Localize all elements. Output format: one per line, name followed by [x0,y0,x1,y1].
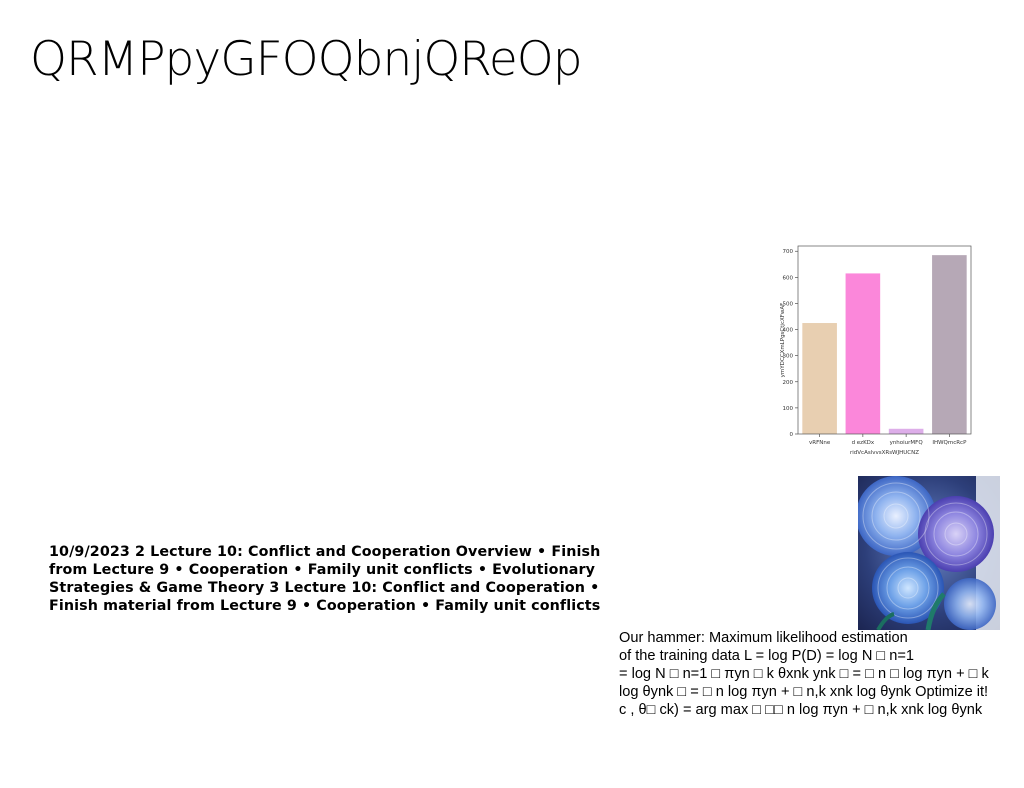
mle-text-block: Our hammer: Maximum likelihood estimatio… [619,629,1023,719]
y-tick-label: 500 [783,301,794,307]
blue-dahlia-flowers-image [858,476,1000,630]
bar [888,428,924,434]
plot-frame [797,245,972,435]
y-tick-label: 300 [783,354,794,360]
x-tick-label: d ezKDx [852,440,875,446]
slide-title: QRMPpyGFOQbnjQReOp [30,32,583,87]
bar-chart: 0 100 200 300 400 500 600 700 vRFNne d ezKDx ynhoi… [780,245,972,456]
y-tick-label: 100 [783,406,794,412]
y-tick-label: 700 [783,249,794,255]
y-tick-label: 400 [783,328,794,334]
y-axis-label: ymYDCCXmLPgsCtjcXFwAF [780,303,786,378]
bar [802,323,837,434]
bar [845,273,881,434]
bar [932,255,967,434]
x-tick-label: IHWQmcRcP [932,440,967,446]
mle-text-line: of the training data L = log P(D) = log … [619,648,915,664]
mle-text-line: Our hammer: Maximum likelihood estimatio… [619,630,908,646]
mle-text-line: c , θ□ ck) = arg max □ □□ n log πyn + □ … [619,702,983,718]
lecture-text-block: 10/9/2023 2 Lecture 10: Conflict and Coo… [49,544,601,614]
x-axis-label: ridVcAslvvsXRsWJHUCNZ [850,450,919,456]
mle-text-line: log θynk □ = □ n log πyn + □ n,k xnk log… [619,684,989,700]
mle-text-line: = log N □ n=1 □ πyn □ k θxnk ynk □ = □ n… [619,666,989,682]
y-tick-label: 600 [783,275,794,281]
y-tick-label: 0 [790,432,794,438]
y-tick-label: 200 [783,380,794,386]
x-tick-label: vRFNne [809,440,831,446]
x-tick-label: ynhoiurMFQ [890,440,924,446]
